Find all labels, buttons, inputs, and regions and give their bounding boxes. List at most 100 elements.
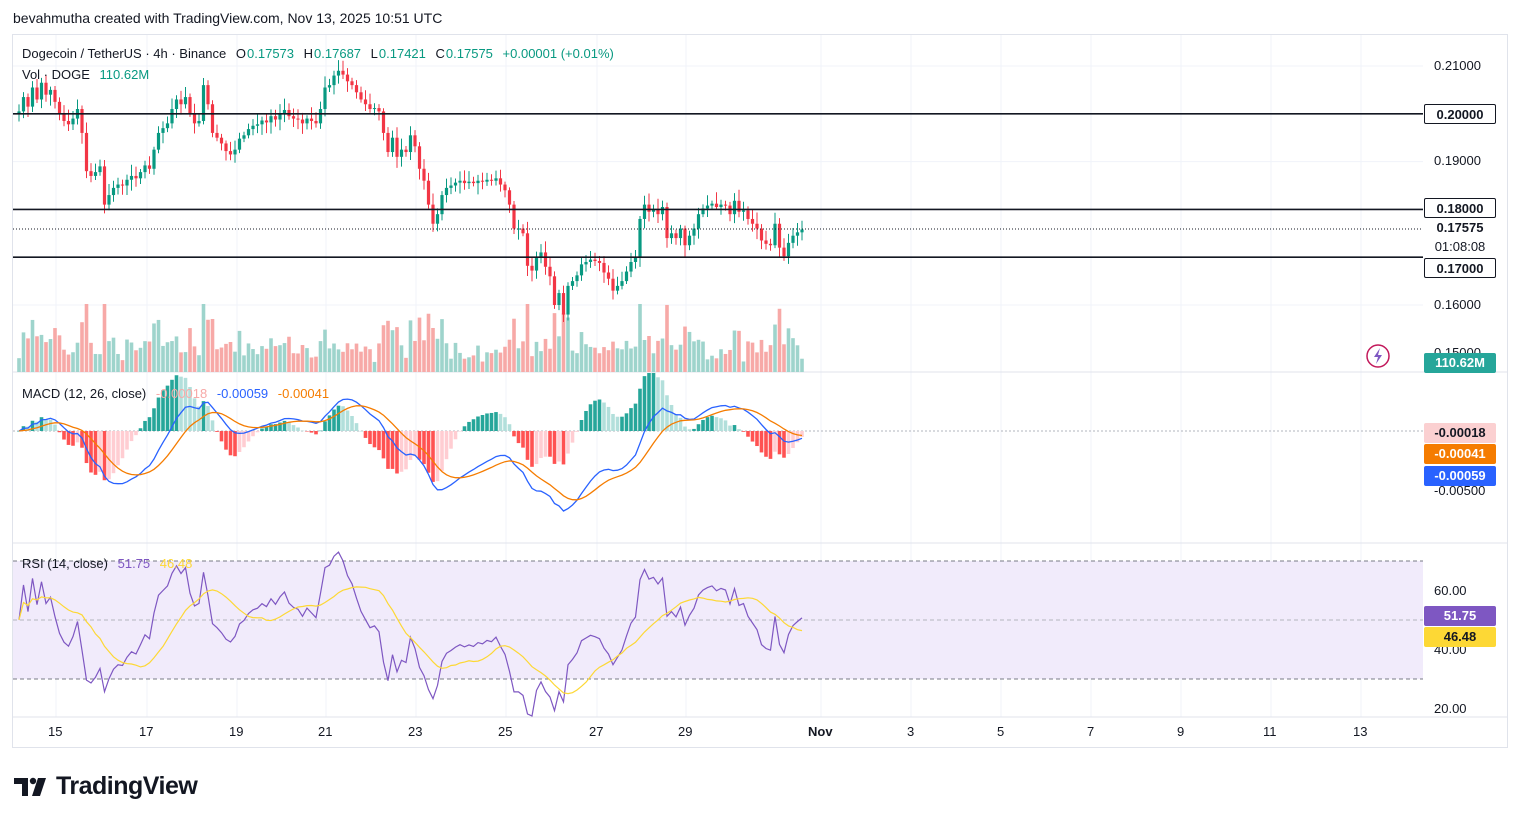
volume-bar: [633, 346, 638, 372]
symbol-label[interactable]: Dogecoin / TetherUS · 4h · Binance: [22, 46, 227, 61]
macd-hist-bar: [174, 375, 179, 431]
candle-body: [228, 151, 233, 155]
macd-hist-bar: [71, 431, 75, 446]
tradingview-logo[interactable]: TradingView: [14, 772, 198, 801]
candle-body: [170, 109, 174, 124]
candle-body: [746, 210, 750, 219]
x-tick: 13: [1353, 724, 1368, 739]
tradingview-logo-text: TradingView: [56, 772, 198, 800]
volume-bar: [791, 338, 795, 372]
volume-bar: [318, 341, 323, 372]
candle-body: [296, 118, 300, 120]
macd-hist-bar: [102, 431, 107, 481]
volume-bar: [692, 341, 696, 372]
candle-body: [255, 124, 260, 126]
candle-body: [593, 259, 597, 262]
volume-bar: [341, 351, 345, 372]
macd-hist-bar: [152, 408, 156, 431]
macd-hist-bar: [354, 423, 359, 431]
x-tick: 23: [408, 724, 423, 739]
volume-bar: [143, 341, 147, 372]
volume-bar: [476, 345, 480, 372]
macd-legend[interactable]: MACD (12, 26, close) -0.00018 -0.00059 -…: [22, 386, 335, 401]
volume-bar: [197, 355, 201, 372]
macd-hist-bar: [210, 420, 215, 431]
volume-bar: [408, 320, 413, 372]
volume-bar: [629, 348, 633, 372]
volume-bar: [705, 359, 710, 372]
macd-hist-bar: [228, 431, 233, 456]
candle-body: [314, 120, 318, 124]
macd-hist-bar: [435, 431, 440, 482]
volume-bar: [251, 349, 255, 372]
rsi-value: 51.75: [117, 556, 151, 571]
macd-hist-bar: [111, 431, 116, 474]
macd-hist-bar: [237, 431, 242, 452]
volume-bar: [440, 319, 444, 372]
macd-hist-bar: [197, 406, 201, 431]
macd-hist-bar: [602, 402, 606, 431]
x-tick: 7: [1087, 724, 1095, 739]
macd-hist-bar: [264, 426, 269, 431]
low-value: 0.17421: [378, 46, 426, 61]
price-tick: 0.19000: [1434, 153, 1481, 168]
candle-body: [152, 149, 156, 169]
macd-hist-bar: [800, 431, 804, 437]
x-tick: 11: [1263, 724, 1277, 739]
volume-bar: [300, 345, 305, 372]
macd-hist-bar: [93, 431, 98, 475]
macd-hist-bar: [656, 377, 660, 431]
x-tick: 21: [318, 724, 333, 739]
volume-bar: [354, 343, 359, 372]
macd-hist-bar: [345, 410, 350, 431]
volume-bar: [399, 345, 404, 372]
macd-hist-bar: [251, 431, 255, 437]
volume-bar: [431, 327, 435, 372]
macd-hist-bar: [584, 410, 588, 431]
macd-hist-bar: [296, 427, 300, 431]
volume-bar: [674, 349, 678, 372]
candle-body: [192, 113, 197, 124]
macd-hist-bar: [53, 424, 57, 431]
volume-bar: [435, 338, 440, 372]
volume-bar: [516, 348, 521, 372]
macd-hist-bar: [606, 406, 611, 431]
volume-bar: [269, 338, 273, 372]
volume-bar: [489, 353, 494, 372]
macd-hist-bar: [282, 420, 287, 431]
volume-bar: [210, 318, 215, 372]
macd-hist-bar: [467, 421, 471, 431]
current-price-box: 0.17575: [1424, 219, 1496, 237]
rsi-legend[interactable]: RSI (14, close) 51.75 46.48: [22, 556, 198, 571]
volume-bar: [152, 323, 156, 372]
volume-bar: [264, 348, 269, 372]
candle-body: [404, 149, 408, 153]
candle-body: [543, 252, 548, 267]
volume-box: 110.62M: [1424, 353, 1496, 373]
volume-bar: [395, 327, 399, 372]
signal-line: [18, 405, 803, 501]
volume-legend[interactable]: Vol · DOGE 110.62M: [22, 67, 155, 82]
candle-body: [44, 82, 48, 95]
volume-bar: [714, 358, 719, 372]
macd-hist-bar: [458, 431, 462, 432]
candle-body: [660, 207, 665, 215]
volume-bar: [404, 357, 408, 372]
macd-hist-bar: [134, 431, 138, 436]
macd-hist-bar: [561, 431, 566, 465]
macd-hist-bar: [548, 431, 552, 457]
lightning-icon[interactable]: [1366, 344, 1390, 368]
macd-hist-bar: [489, 412, 494, 431]
macd-hist-bar: [777, 431, 782, 455]
macd-hist-bar: [233, 431, 237, 457]
candle-body: [390, 137, 395, 153]
candle-body: [588, 259, 593, 262]
candle-body: [282, 109, 287, 114]
macd-hist-bar: [512, 431, 516, 437]
candle-body: [80, 109, 84, 133]
candle-body: [440, 195, 444, 215]
volume-bar: [188, 328, 192, 372]
candle-body: [705, 205, 710, 209]
x-tick: 17: [139, 724, 154, 739]
